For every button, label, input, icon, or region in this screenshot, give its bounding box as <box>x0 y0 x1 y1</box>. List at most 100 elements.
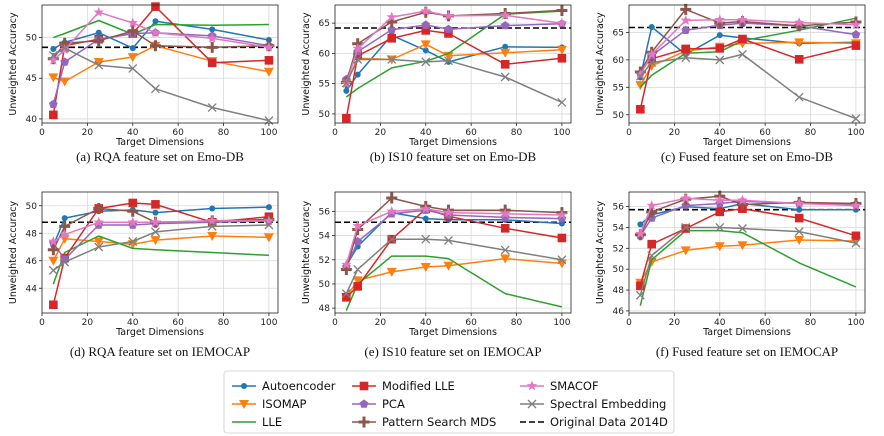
y-tick-label: 55 <box>319 80 330 90</box>
data-point-spectral-embedding <box>264 220 274 230</box>
subfigure-caption: (c) Fused feature set on Emo-DB <box>661 149 834 164</box>
x-tick-label: 40 <box>714 318 726 328</box>
data-point-isomap <box>794 38 805 48</box>
data-point-pca <box>387 25 397 34</box>
data-point-spectral-embedding <box>851 238 861 248</box>
data-point-autoencoder <box>422 215 429 222</box>
data-point-smacof <box>386 205 397 216</box>
series-line-lle <box>345 10 562 98</box>
data-point-autoencoder <box>502 43 509 50</box>
x-tick-label: 60 <box>172 318 184 328</box>
data-point-smacof <box>850 19 862 30</box>
data-point-spectral-embedding <box>444 56 453 66</box>
data-point-spectral-embedding <box>387 234 397 244</box>
data-point-smacof <box>646 200 657 210</box>
data-point-smacof <box>714 194 725 205</box>
data-point-pca <box>500 21 510 30</box>
data-point-pattern-search-mds <box>93 203 105 214</box>
series-line-isomap <box>53 44 270 83</box>
chart-6: 0 20 40 60 80 100 46 48 50 52 54 56 Target Dimension… <box>595 190 866 359</box>
y-tick-label: 52 <box>319 256 330 266</box>
x-tick-label: 40 <box>420 318 432 328</box>
data-point-isomap <box>93 237 104 247</box>
data-point-spectral-embedding <box>387 55 397 64</box>
x-tick-label: 60 <box>465 128 477 138</box>
data-point-isomap <box>48 73 59 83</box>
y-tick-label: 50 <box>26 202 38 212</box>
data-point-smacof <box>386 11 397 22</box>
data-point-modified-lle <box>636 281 645 291</box>
series-line-spectral-embedding <box>52 47 270 122</box>
data-point-pattern-search-mds <box>47 244 59 256</box>
data-point-isomap <box>556 45 567 55</box>
x-tick-label: 60 <box>759 128 771 138</box>
x-tick-label: 100 <box>260 318 277 328</box>
data-point-modified-lle <box>636 104 645 114</box>
data-point-spectral-embedding <box>635 290 645 300</box>
data-point-spectral-embedding <box>128 64 138 73</box>
series-line-lle <box>639 229 857 306</box>
data-point-modified-lle <box>738 34 747 44</box>
data-point-modified-lle <box>500 60 510 69</box>
data-point-pca <box>421 20 431 29</box>
y-axis-label: Unweighted Accuracy <box>301 200 312 304</box>
data-point-spectral-embedding <box>94 242 104 252</box>
data-point-modified-lle <box>715 44 725 53</box>
data-point-modified-lle <box>264 56 274 65</box>
plot-frame <box>334 191 572 314</box>
data-point-spectral-embedding <box>500 72 510 82</box>
x-tick-label: 40 <box>420 128 432 138</box>
legend-item-pattern-search-mds: Pattern Search MDS <box>352 415 496 429</box>
data-point-modified-lle <box>715 207 725 217</box>
data-point-isomap <box>714 242 725 252</box>
data-point-isomap <box>48 256 59 266</box>
data-point-spectral-embedding <box>794 227 804 237</box>
data-point-pattern-search-mds <box>127 25 139 37</box>
data-point-autoencoder <box>637 221 644 228</box>
data-point-autoencoder <box>209 26 216 33</box>
series-line-pattern-search-mds <box>345 197 562 270</box>
series-line-pattern-search-mds <box>52 207 269 251</box>
data-point-smacof <box>850 200 862 210</box>
data-point-pattern-search-mds <box>386 192 398 204</box>
y-tick-label: 65 <box>319 19 330 29</box>
data-point-smacof <box>500 9 511 20</box>
series-line-modified-lle <box>639 207 857 287</box>
series-line-spectral-embedding <box>52 224 269 272</box>
data-point-isomap <box>352 276 363 286</box>
data-point-spectral-embedding <box>341 78 351 88</box>
data-point-pca <box>851 30 861 39</box>
data-point-smacof <box>443 207 454 217</box>
data-point-modified-lle <box>681 224 691 233</box>
data-point-autoencoder <box>648 23 655 30</box>
data-point-spectral-embedding <box>207 221 217 231</box>
y-tick-label: 60 <box>613 56 625 66</box>
y-axis-label: Unweighted Accuracy <box>595 12 606 116</box>
data-point-isomap <box>443 261 454 271</box>
data-point-isomap <box>59 77 70 87</box>
legend-marker <box>239 400 249 409</box>
x-tick-label: 80 <box>511 318 523 328</box>
series-line-pca <box>52 31 270 105</box>
data-point-smacof <box>794 17 805 27</box>
data-point-isomap <box>420 263 431 273</box>
legend-label: PCA <box>382 397 405 411</box>
data-point-pca <box>444 24 453 33</box>
data-point-pattern-search-mds <box>646 206 658 218</box>
chart-2: 0 20 40 60 80 100 50 55 60 65 Target Dimensions Unw… <box>301 4 572 164</box>
series-line-lle <box>345 255 563 311</box>
x-tick-label: 100 <box>553 128 570 138</box>
x-tick-label: 80 <box>805 128 817 138</box>
x-tick-label: 0 <box>332 128 338 138</box>
data-point-autoencoder <box>152 209 159 216</box>
data-point-spectral-embedding <box>151 84 160 94</box>
data-point-isomap <box>635 81 646 91</box>
data-point-smacof <box>635 228 646 239</box>
data-point-modified-lle <box>647 239 656 249</box>
series-line-modified-lle <box>345 29 562 119</box>
y-tick-label: 56 <box>613 203 625 213</box>
legend-label: Spectral Embedding <box>550 397 666 411</box>
data-point-smacof <box>352 220 363 231</box>
data-point-spectral-embedding <box>353 55 363 64</box>
data-point-spectral-embedding <box>60 43 70 53</box>
